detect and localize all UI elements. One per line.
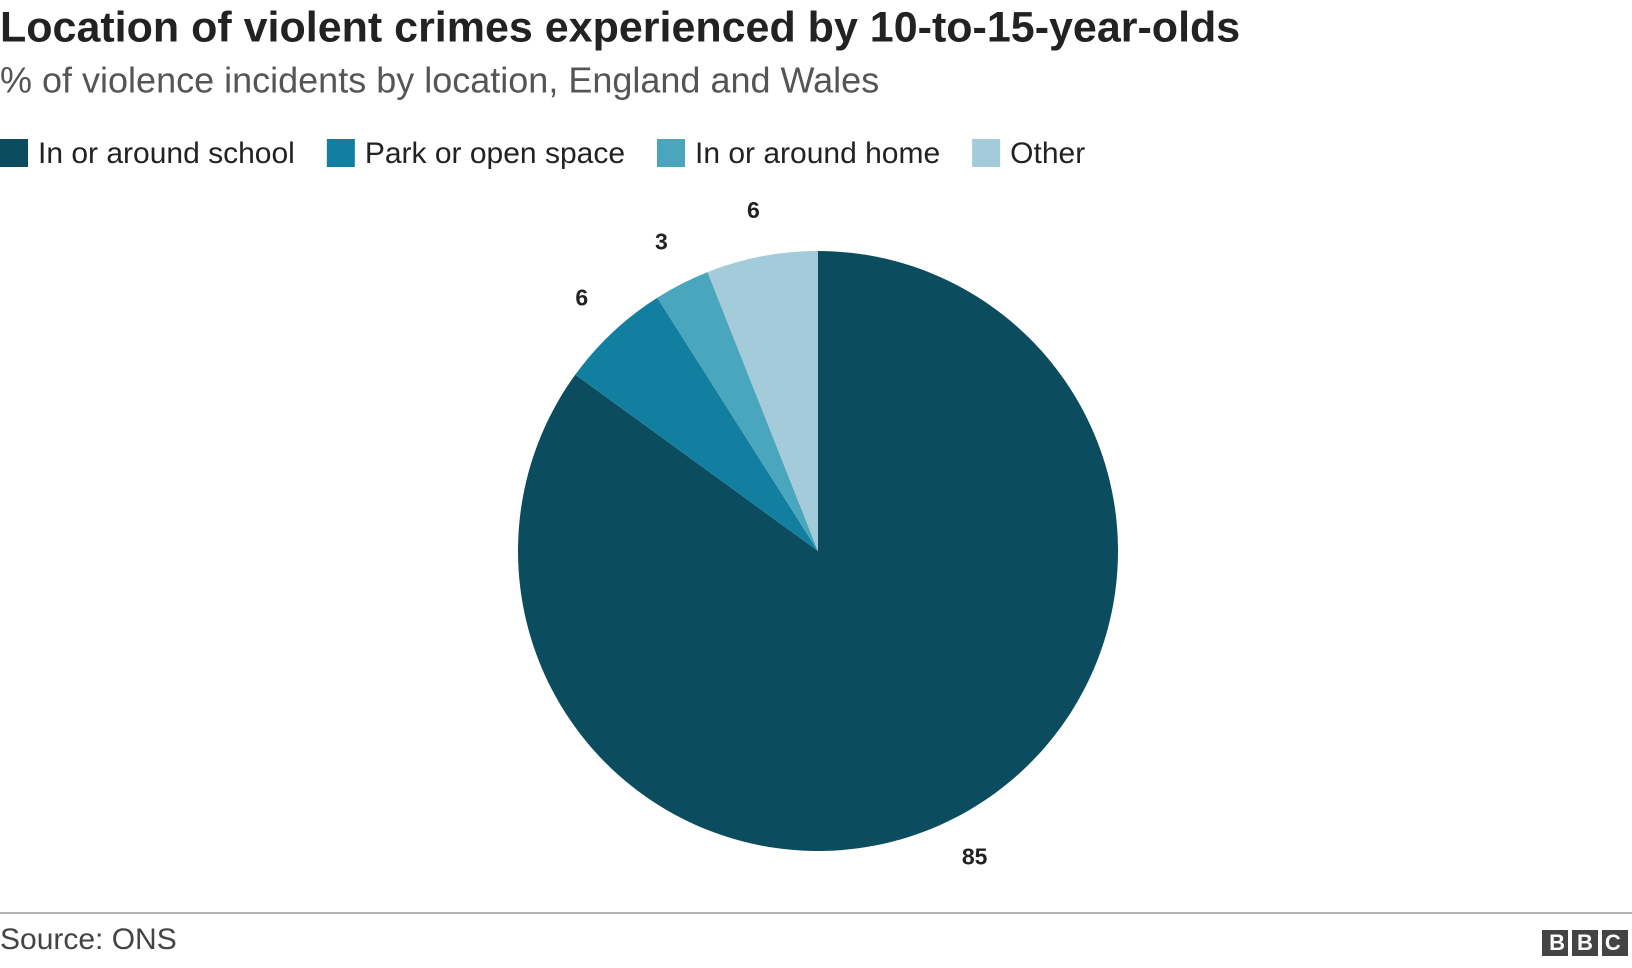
legend-label: In or around home bbox=[695, 137, 940, 170]
data-label: 6 bbox=[747, 197, 760, 223]
legend-swatch bbox=[0, 139, 28, 167]
logo-box bbox=[1572, 930, 1598, 956]
legend-swatch bbox=[972, 139, 1001, 167]
data-label: 3 bbox=[655, 229, 668, 255]
pie-slice bbox=[707, 251, 818, 551]
pie-slice bbox=[657, 272, 818, 551]
chart-title: Location of violent crimes experienced b… bbox=[0, 3, 1240, 51]
logo-text: BBC bbox=[1549, 930, 1632, 955]
pie-slice bbox=[575, 297, 818, 551]
legend-swatch bbox=[657, 139, 685, 167]
source: Source: ONS bbox=[0, 923, 177, 956]
logo-box bbox=[1602, 930, 1628, 956]
data-label: 85 bbox=[962, 843, 988, 869]
legend-swatch bbox=[326, 139, 355, 167]
logo-box bbox=[1542, 930, 1568, 956]
pie-slice bbox=[518, 251, 1119, 851]
chart-subtitle: % of violence incidents by location, Eng… bbox=[0, 60, 879, 101]
logo bbox=[1542, 930, 1628, 956]
legend-label: Park or open space bbox=[365, 137, 625, 170]
legend-label: In or around school bbox=[38, 137, 295, 170]
legend-label: Other bbox=[1010, 137, 1085, 170]
data-label: 6 bbox=[575, 285, 588, 311]
